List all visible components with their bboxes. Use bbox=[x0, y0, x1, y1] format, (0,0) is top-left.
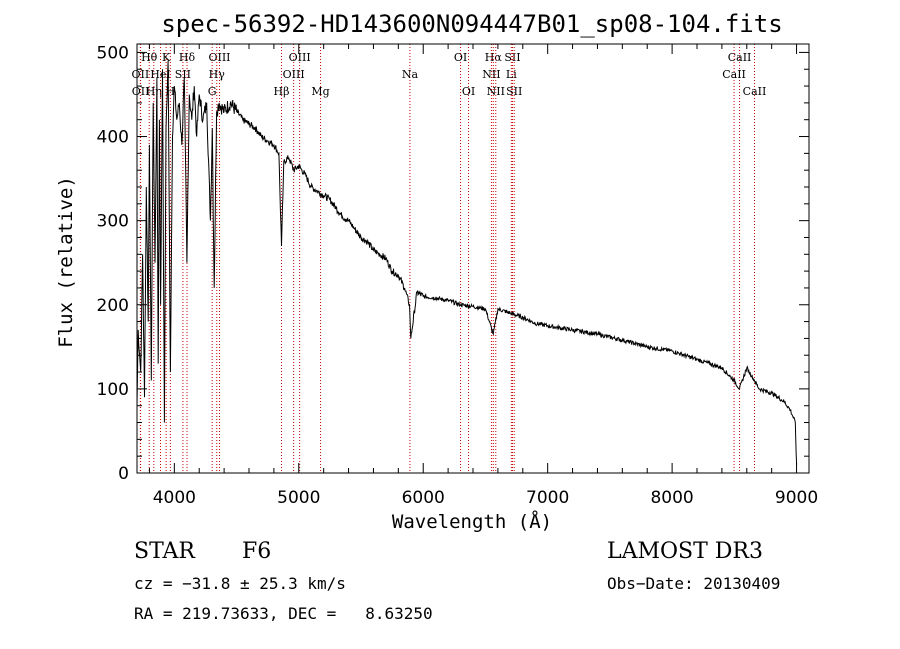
line-marker-label-17: OI bbox=[454, 51, 467, 64]
line-marker-label-21: NII bbox=[487, 85, 505, 98]
x-tick-label-0: 4000 bbox=[153, 488, 196, 508]
line-marker-label-15: Mg bbox=[311, 85, 329, 98]
survey-name: LAMOST DR3 bbox=[607, 539, 763, 564]
line-marker-label-0: Hθ bbox=[141, 51, 158, 64]
y-tick-label-2: 200 bbox=[97, 296, 129, 316]
line-marker-label-25: CaII bbox=[728, 51, 752, 64]
y-tick-label-0: 0 bbox=[118, 464, 129, 484]
x-tick-label-2: 6000 bbox=[402, 488, 445, 508]
x-axis-label: Wavelength (Å) bbox=[392, 510, 552, 533]
line-marker-label-16: Na bbox=[402, 68, 419, 81]
line-marker-label-3: Hη bbox=[146, 85, 162, 98]
redshift-velocity: cz = −31.8 ± 25.3 km/s bbox=[134, 574, 346, 593]
chart-title: spec-56392-HD143600N094447B01_sp08-104.f… bbox=[161, 10, 782, 38]
x-tick-label-3: 7000 bbox=[526, 488, 569, 508]
line-marker-label-14: OIII bbox=[283, 68, 305, 81]
line-marker-label-27: CaII bbox=[743, 85, 767, 98]
spectrum-line-0 bbox=[136, 60, 798, 465]
y-tick-label-5: 500 bbox=[97, 43, 129, 63]
y-tick-label-1: 100 bbox=[97, 380, 129, 400]
coordinates: RA = 219.73633, DEC = 8.63250 bbox=[134, 604, 433, 623]
line-marker-label-23: Li bbox=[506, 68, 517, 81]
x-tick-label-4: 8000 bbox=[650, 488, 693, 508]
spectrum-series bbox=[136, 60, 798, 465]
line-marker-label-26: CaII bbox=[722, 68, 746, 81]
line-marker-label-22: SII bbox=[504, 51, 520, 64]
line-marker-label-5: K bbox=[162, 51, 171, 64]
line-marker-label-20: NII bbox=[482, 68, 500, 81]
line-marker-label-18: OI bbox=[462, 85, 475, 98]
subclass: F6 bbox=[242, 539, 272, 564]
line-marker-label-12: Hβ bbox=[274, 85, 290, 98]
line-marker-label-10: Hγ bbox=[209, 68, 226, 81]
observation-date: Obs−Date: 20130409 bbox=[607, 574, 781, 593]
line-marker-label-9: OIII bbox=[208, 51, 230, 64]
y-axis-label: Flux (relative) bbox=[55, 176, 77, 348]
y-tick-label-4: 400 bbox=[97, 128, 129, 148]
line-marker-label-2: OII bbox=[132, 85, 150, 98]
line-marker-label-8: Hδ bbox=[179, 51, 196, 64]
line-marker-label-24: SII bbox=[506, 85, 522, 98]
line-marker-label-11: G bbox=[208, 85, 217, 98]
y-tick-label-3: 300 bbox=[97, 212, 129, 232]
x-tick-label-5: 9000 bbox=[775, 488, 818, 508]
object-type: STAR bbox=[134, 539, 195, 564]
line-marker-label-6: H bbox=[166, 85, 176, 98]
plot-frame bbox=[136, 43, 810, 474]
line-marker-label-7: SII bbox=[175, 68, 191, 81]
line-marker-label-13: OIII bbox=[289, 51, 311, 64]
line-marker-label-19: Hα bbox=[485, 51, 503, 64]
axis-ticks: 4000 5000 6000 7000 8000 9000 0 100 200 300 400 500 bbox=[97, 43, 819, 508]
x-tick-label-1: 5000 bbox=[277, 488, 320, 508]
